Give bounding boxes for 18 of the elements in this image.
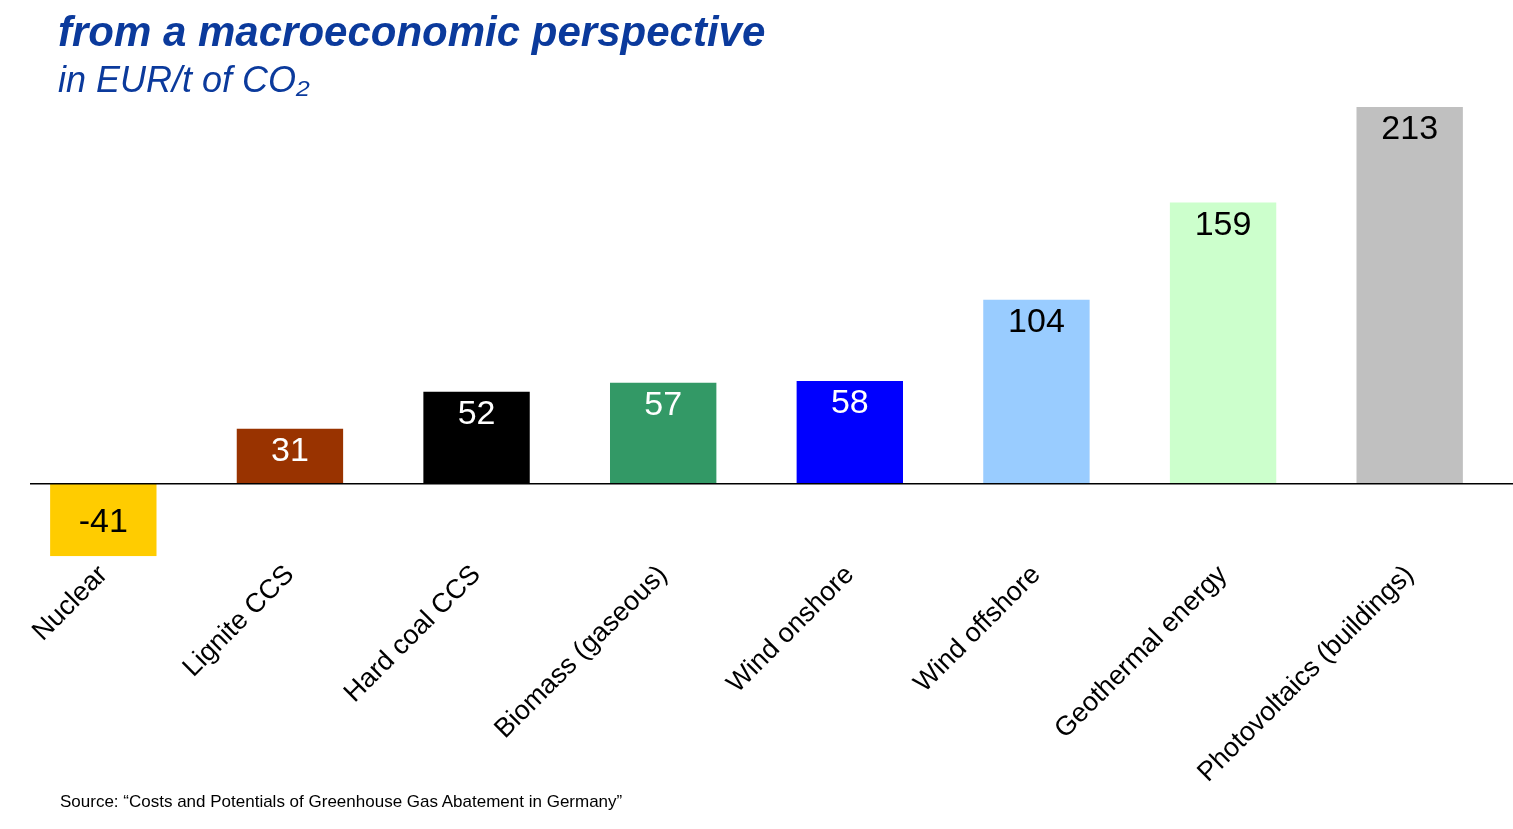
bar [236,428,344,484]
bar [796,381,903,484]
source-note: Source: “Costs and Potentials of Greenhouse Gas Abatement in Germany” [60,792,624,812]
chart-subtitle: in EUR/t of CO₂ [58,58,311,102]
chart-title: from a macroeconomic perspective [58,8,767,56]
data-label: 159 [1194,203,1252,242]
bar [50,483,157,557]
data-label: 104 [1008,301,1065,340]
bar [1169,202,1277,484]
data-label: -41 [78,501,128,540]
data-label: 31 [271,430,309,469]
data-label: 58 [830,382,869,421]
data-label: 213 [1381,108,1439,147]
data-label: 57 [644,384,683,423]
data-label: 52 [457,393,496,432]
bar [610,382,717,484]
bar [1356,107,1463,484]
bar [983,299,1090,484]
